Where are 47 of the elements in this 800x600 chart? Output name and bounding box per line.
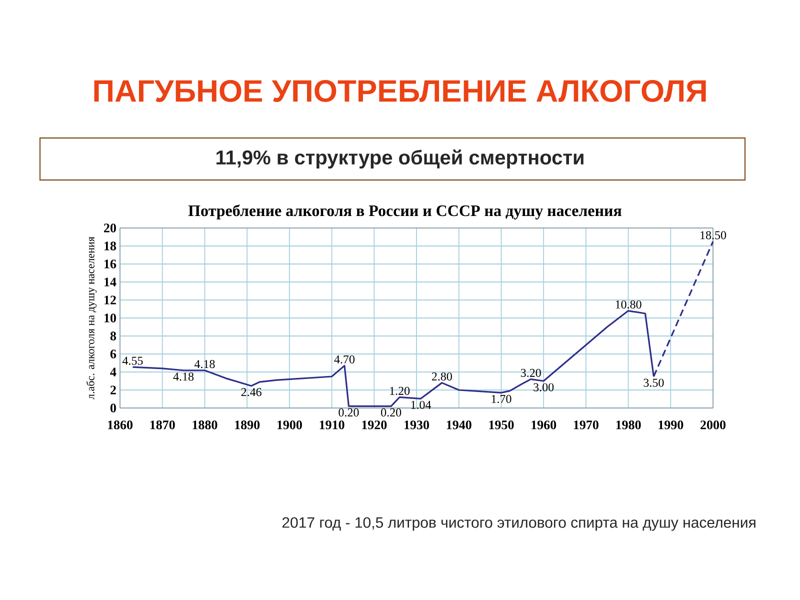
chart-title: ПАГУБНОЕ УПОТРЕБЛЕНИЕ АЛКОГОЛЯ [94, 80, 706, 102]
chart-subtitle: 11,9% в структуре общей смертности [216, 149, 584, 169]
y-tick-label: 18 [104, 242, 116, 250]
data-label: 3.20 [520, 368, 541, 377]
data-label: 1.70 [492, 394, 512, 404]
data-label: 10.80 [616, 300, 642, 309]
y-tick-label: 14 [104, 278, 116, 286]
y-tick-label: 4 [110, 368, 116, 376]
data-label: 2.80 [432, 372, 452, 381]
y-tick-label: 0 [110, 404, 116, 412]
data-label: 4.70 [334, 355, 355, 364]
y-axis-title: л.абс. алкоголя на душу населения [86, 236, 97, 400]
y-tick-label: 12 [104, 296, 116, 304]
data-label: 4.18 [194, 360, 215, 368]
y-tick-label: 16 [104, 260, 116, 268]
x-tick-label: 1980 [616, 420, 641, 430]
text: Потребление алкоголя в России и СССР на душу населения [188, 204, 622, 220]
data-label: 2.46 [241, 388, 262, 396]
x-tick-label: 2000 [700, 420, 726, 430]
x-tick-label: 1940 [446, 420, 472, 430]
x-tick-label: 1920 [362, 420, 387, 430]
data-label: 0.20 [381, 408, 402, 417]
y-tick-label: 10 [104, 314, 116, 322]
text: 2017 год - 10,5 литров чистого этилового спирта на душу населения [282, 517, 756, 531]
data-label: 3.00 [534, 383, 554, 392]
x-tick-label: 1860 [108, 420, 133, 430]
x-tick-label: 1870 [150, 420, 175, 430]
y-tick-label: 20 [104, 224, 116, 232]
data-label: 3.50 [644, 378, 664, 387]
x-tick-label: 1950 [489, 420, 514, 430]
data-label: 4.55 [122, 356, 143, 365]
x-tick-label: 1970 [574, 420, 598, 430]
x-tick-label: 1900 [277, 420, 302, 430]
y-tick-label: 8 [110, 332, 116, 340]
data-label: 0.20 [338, 408, 359, 417]
x-tick-label: 1880 [192, 420, 218, 430]
x-tick-label: 1890 [235, 420, 260, 430]
data-label: 1.20 [390, 386, 410, 395]
x-tick-label: 1990 [658, 420, 684, 430]
x-tick-label: 1910 [320, 420, 344, 430]
data-label: 18.50 [700, 231, 726, 240]
y-tick-label: 2 [110, 386, 116, 394]
y-tick-label: 6 [110, 350, 116, 358]
data-label: 1.04 [411, 400, 432, 409]
data-label: 4.18 [173, 372, 194, 381]
x-tick-label: 1960 [532, 420, 556, 430]
x-tick-label: 1930 [404, 420, 430, 430]
